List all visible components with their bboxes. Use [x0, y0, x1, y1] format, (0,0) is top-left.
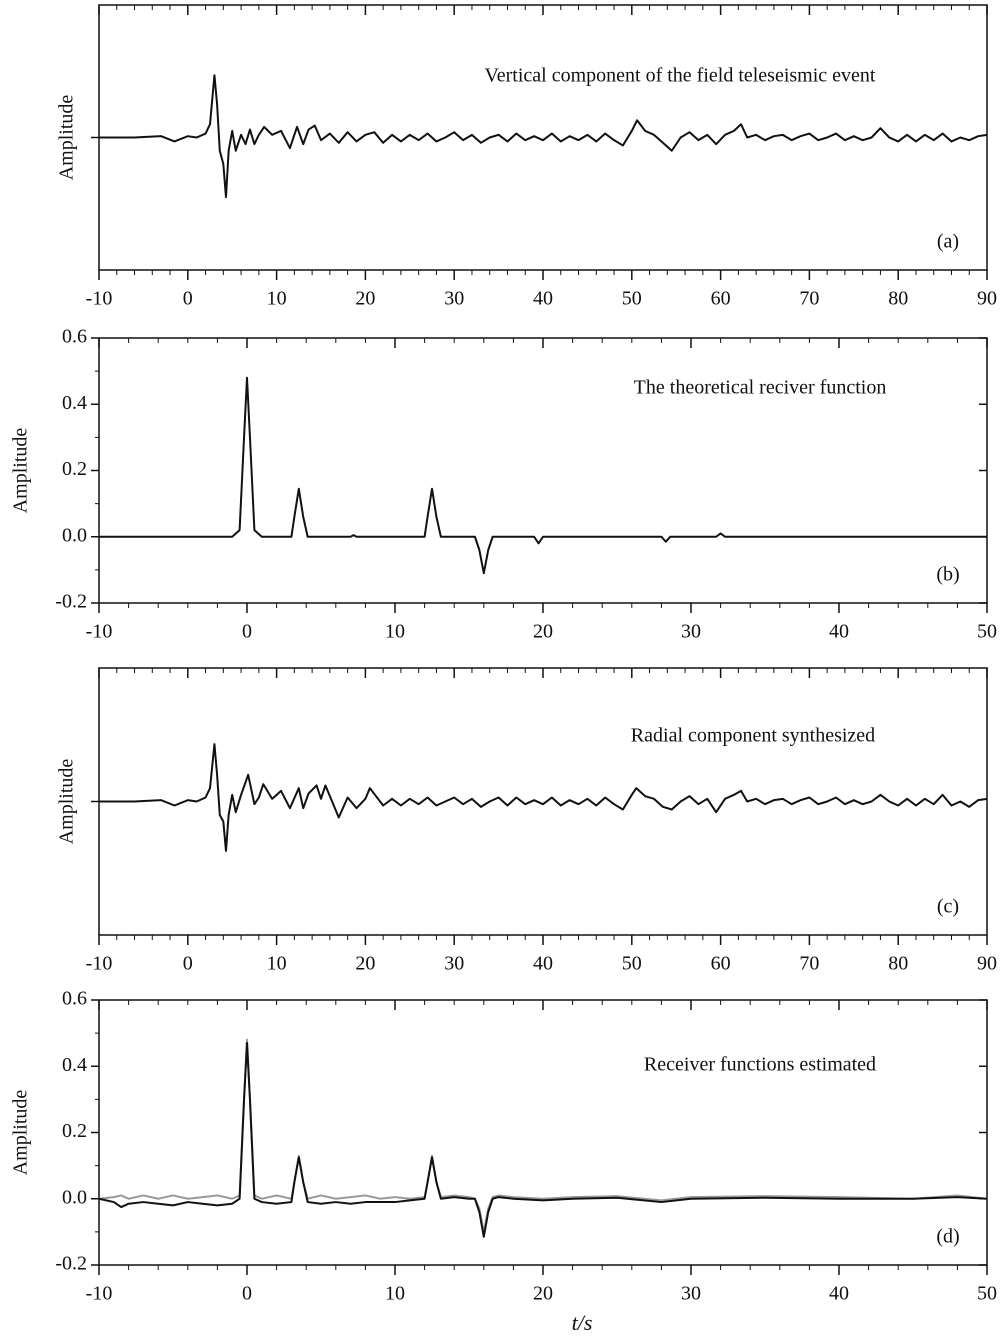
- y-tick-label: 0.4: [62, 392, 87, 414]
- panel-label: (d): [936, 1226, 959, 1248]
- panel-title: The theoretical reciver function: [634, 377, 887, 399]
- x-tick-label: 20: [355, 288, 375, 310]
- panel-label: (a): [937, 231, 959, 253]
- y-tick-label: 0.0: [62, 1186, 87, 1208]
- plot-frame: [98, 999, 988, 1266]
- x-tick-label: 10: [385, 1283, 405, 1305]
- x-tick-label: 90: [977, 953, 997, 975]
- plot-frame: [98, 667, 988, 936]
- x-tick-label: 70: [799, 953, 819, 975]
- y-tick-label: 0.2: [62, 1120, 87, 1142]
- x-tick-label: 90: [977, 288, 997, 310]
- x-tick-label: 50: [977, 621, 997, 643]
- plot-frame: [98, 4, 988, 271]
- y-axis-label: Amplitude: [10, 1090, 32, 1176]
- y-tick-label: -0.2: [55, 591, 87, 613]
- x-tick-label: 60: [711, 953, 731, 975]
- x-tick-label: 40: [533, 288, 553, 310]
- y-axis-label: Amplitude: [56, 95, 78, 181]
- x-tick-label: 60: [711, 288, 731, 310]
- x-axis-label: t/s: [572, 1310, 593, 1335]
- x-tick-label: 30: [681, 621, 701, 643]
- y-axis-label: Amplitude: [10, 428, 32, 514]
- y-tick-label: 0.4: [62, 1054, 87, 1076]
- panel-label: (c): [937, 896, 959, 918]
- x-tick-label: 30: [444, 953, 464, 975]
- x-tick-label: 70: [799, 288, 819, 310]
- x-tick-label: 30: [444, 288, 464, 310]
- x-tick-label: 10: [267, 288, 287, 310]
- x-tick-label: 30: [681, 1283, 701, 1305]
- trace: [99, 743, 988, 852]
- x-tick-label: 10: [385, 621, 405, 643]
- x-tick-label: 20: [355, 953, 375, 975]
- panel-title: Receiver functions estimated: [644, 1054, 876, 1076]
- trace: [98, 1038, 988, 1233]
- y-axis-label: Amplitude: [56, 759, 78, 845]
- x-tick-label: -10: [86, 1283, 113, 1305]
- x-tick-label: -10: [86, 288, 113, 310]
- x-tick-label: 50: [622, 953, 642, 975]
- x-tick-label: 40: [533, 953, 553, 975]
- x-tick-label: 10: [267, 953, 287, 975]
- panel-title: Vertical component of the field teleseis…: [485, 65, 876, 87]
- x-tick-label: 0: [242, 1283, 252, 1305]
- y-tick-label: 0.0: [62, 524, 87, 546]
- x-tick-label: 0: [242, 621, 252, 643]
- x-tick-label: 80: [888, 953, 908, 975]
- x-tick-label: -10: [86, 953, 113, 975]
- trace: [98, 1042, 988, 1238]
- x-tick-label: 20: [533, 1283, 553, 1305]
- x-tick-label: 80: [888, 288, 908, 310]
- trace: [99, 376, 987, 575]
- y-tick-label: -0.2: [55, 1253, 87, 1275]
- y-tick-label: 0.6: [62, 988, 87, 1010]
- x-tick-label: -10: [86, 621, 113, 643]
- x-tick-label: 40: [829, 621, 849, 643]
- x-tick-label: 0: [183, 288, 193, 310]
- x-tick-label: 0: [183, 953, 193, 975]
- y-tick-label: 0.2: [62, 458, 87, 480]
- x-tick-label: 50: [622, 288, 642, 310]
- x-tick-label: 40: [829, 1283, 849, 1305]
- x-tick-label: 20: [533, 621, 553, 643]
- panel-label: (b): [936, 564, 959, 586]
- y-tick-label: 0.6: [62, 326, 87, 348]
- panel-title: Radial component synthesized: [631, 725, 875, 747]
- trace: [99, 74, 988, 199]
- x-tick-label: 50: [977, 1283, 997, 1305]
